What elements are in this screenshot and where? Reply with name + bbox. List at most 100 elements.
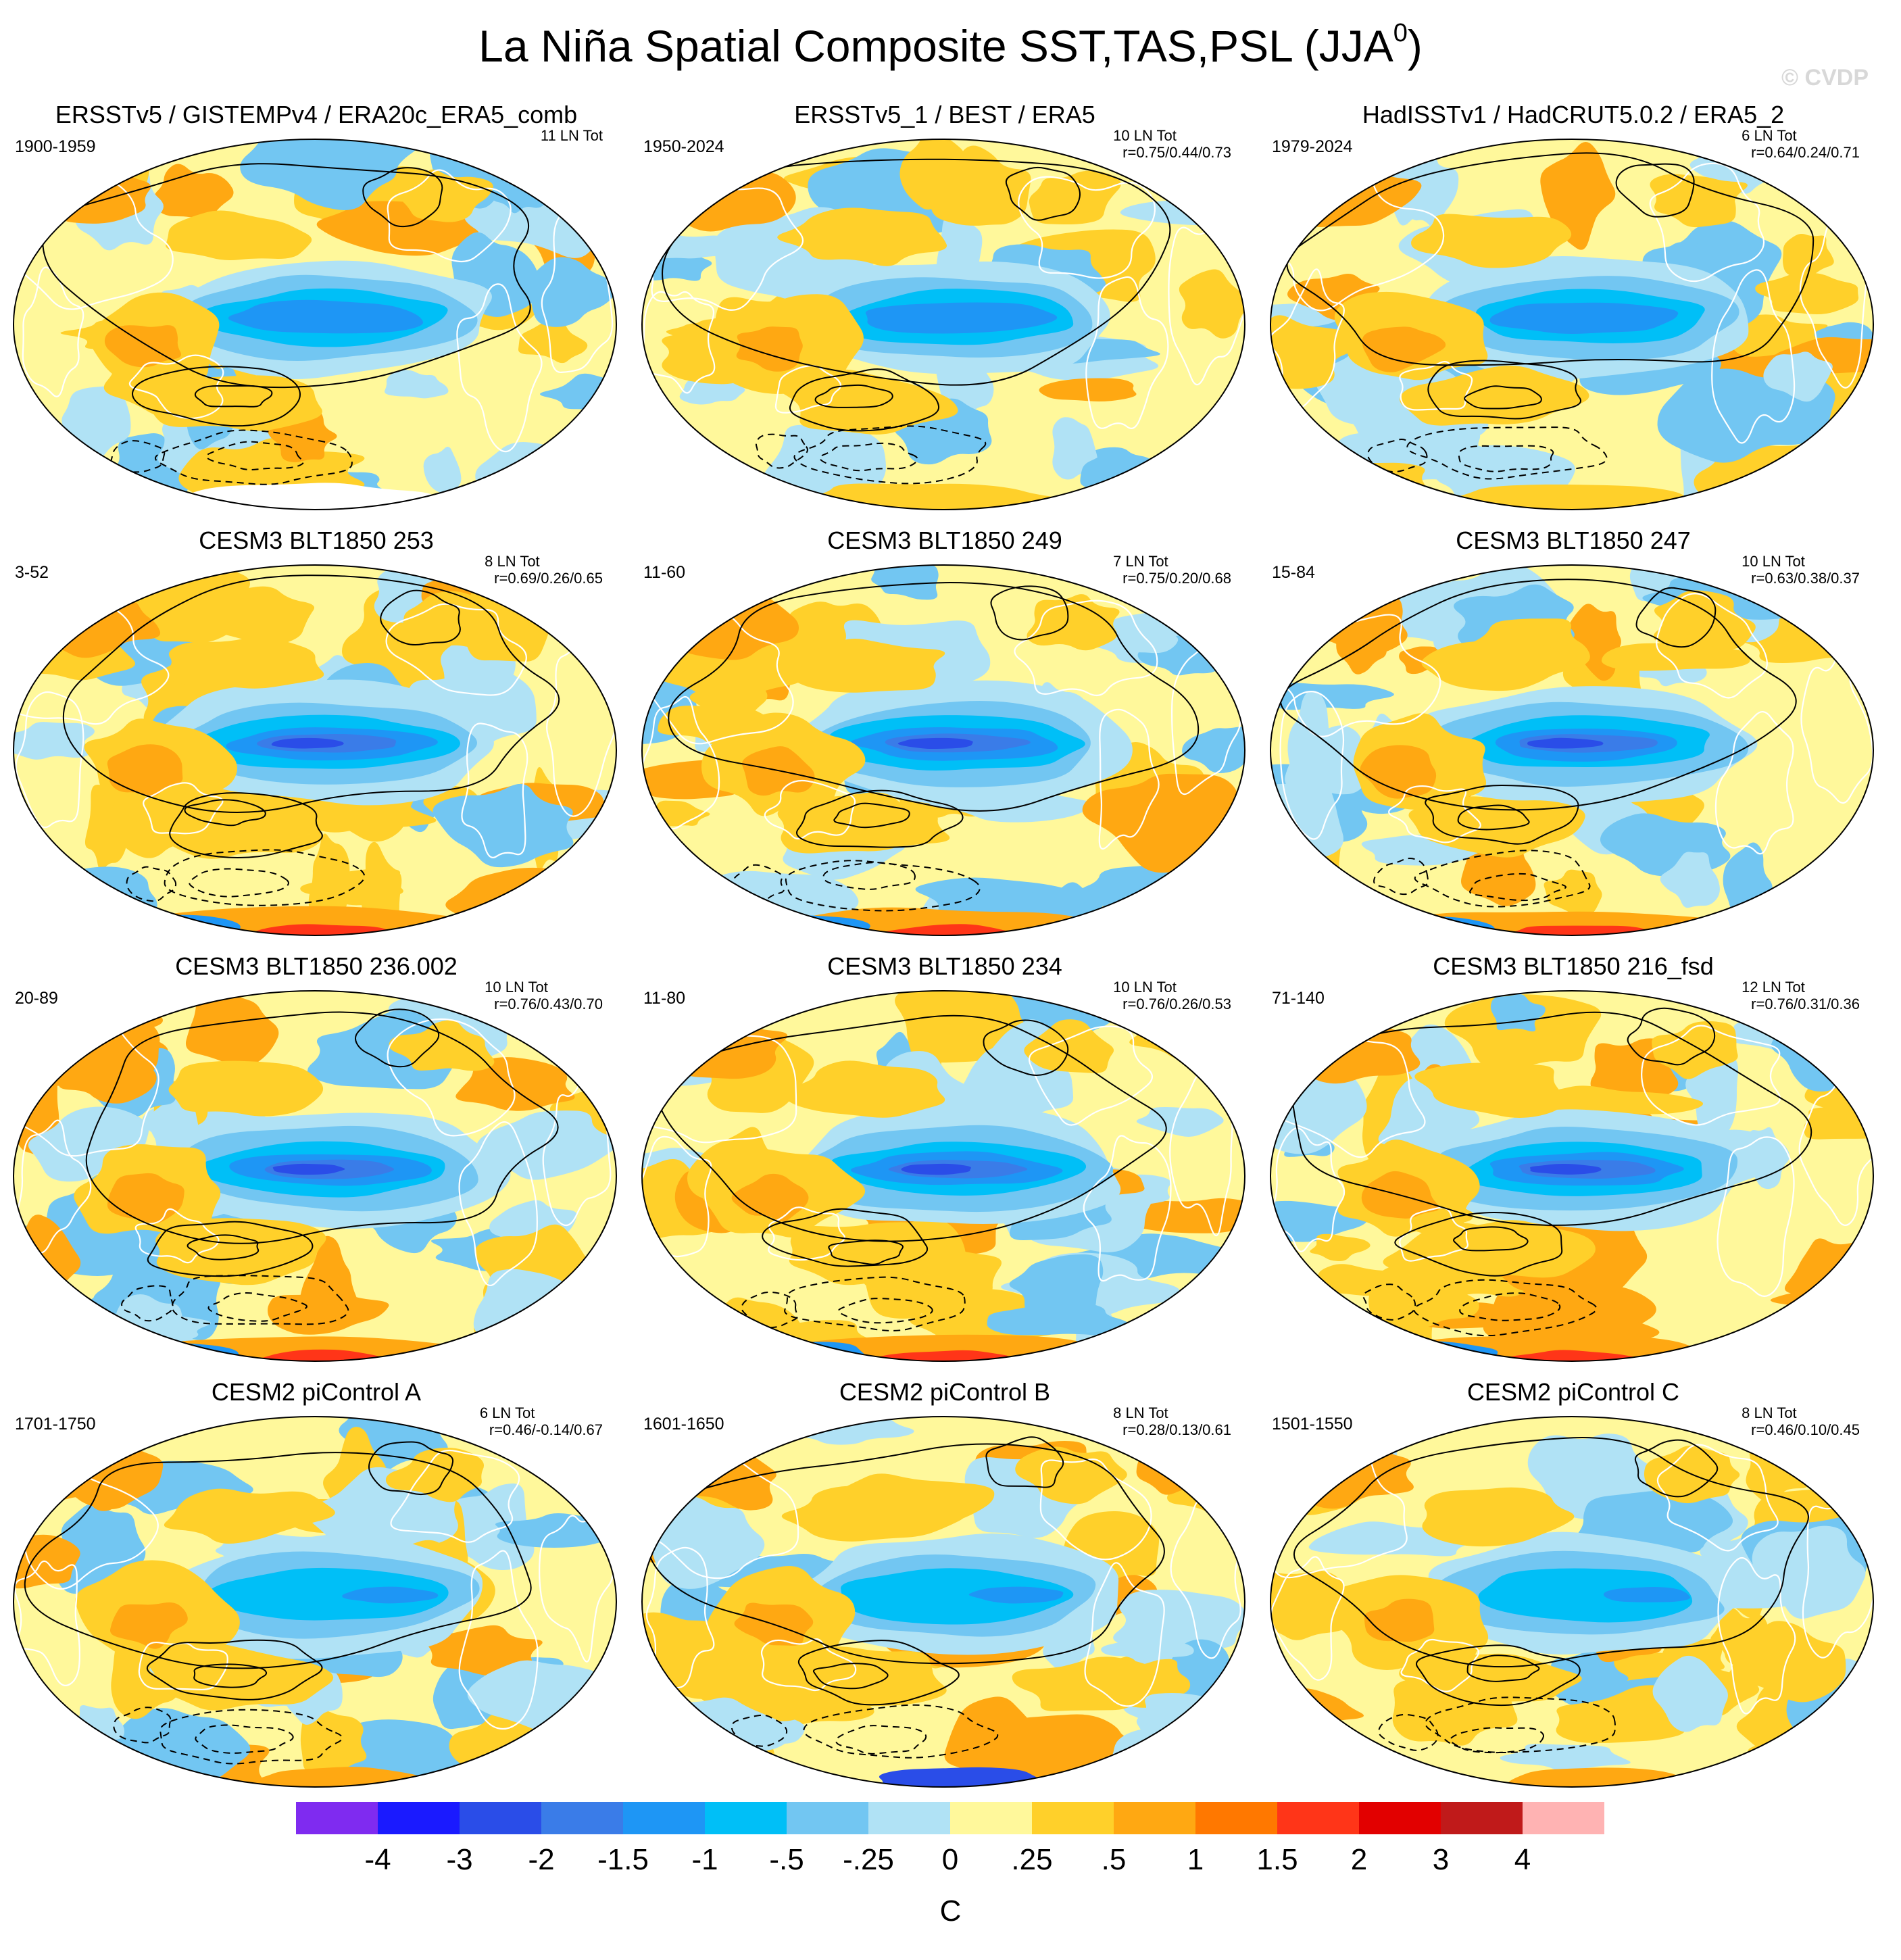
coastline	[1717, 1557, 1796, 1715]
colorbar-tick-label: -3	[446, 1843, 473, 1876]
antarctic-band	[1506, 1767, 1681, 1787]
panel-title: CESM3 BLT1850 234	[827, 952, 1062, 980]
map-border	[13, 139, 617, 510]
psl-contour-positive	[1464, 385, 1542, 410]
psl-contour-positive	[1280, 579, 1797, 811]
warm-pool-patch	[1362, 326, 1446, 372]
map-panel: CESM3 BLT1850 234 11-80 10 LN Tot r=0.76/0.…	[634, 952, 1256, 1362]
psl-contour-positive	[194, 385, 273, 408]
cool-anomaly-patch	[642, 453, 758, 510]
psl-contour-negative	[731, 1714, 788, 1747]
psl-contour-negative	[741, 1291, 799, 1329]
high-latitude-warm-patch	[26, 165, 151, 224]
map-panel: CESM3 BLT1850 216_fsd 71-140 12 LN Tot r=0.…	[1262, 952, 1884, 1362]
coastline	[1039, 1459, 1152, 1561]
coastline	[1399, 1206, 1468, 1262]
psl-contour-negative	[1450, 1727, 1545, 1754]
figure-title-superscript: 0	[1393, 19, 1408, 47]
panel-event-count: 10 LN Tot	[485, 979, 548, 996]
colorbar-unit-label: C	[939, 1894, 962, 1928]
cool-anomaly-patch	[332, 1719, 468, 1787]
coastline	[642, 695, 720, 830]
cool-anomaly-patch	[530, 257, 615, 327]
panel-title: CESM3 BLT1850 216_fsd	[1433, 952, 1714, 980]
warm-anomaly-patch	[1755, 272, 1859, 315]
colorbar-swatch	[1359, 1802, 1441, 1834]
map-panel: CESM2 piControl C 1501-1550 8 LN Tot r=0.46…	[1262, 1377, 1884, 1788]
coastline	[1083, 1135, 1172, 1282]
psl-contour-negative	[1378, 1713, 1439, 1751]
psl-contour-negative	[195, 1724, 294, 1754]
robinson-map	[641, 1416, 1245, 1788]
high-latitude-warm-patch	[400, 169, 493, 222]
cool-anomaly-patch	[1136, 1693, 1245, 1748]
coastline	[143, 782, 224, 835]
colorbar-tick-label: 2	[1350, 1843, 1368, 1876]
panel-stats: 6 LN Tot r=0.64/0.24/0.71	[1742, 127, 1860, 161]
psl-contour-negative	[1414, 850, 1591, 908]
map-field	[642, 991, 1245, 1361]
psl-contour-positive	[169, 792, 323, 858]
coastline	[1270, 1024, 1426, 1158]
cold-tongue-core	[901, 1163, 971, 1175]
panel-pattern-correlation: r=0.69/0.26/0.65	[494, 570, 603, 587]
psl-contour-positive	[193, 1663, 268, 1688]
cool-anomaly-patch	[37, 866, 157, 933]
map-field	[1270, 565, 1873, 935]
panel-event-count: 10 LN Tot	[1113, 979, 1177, 996]
coastline	[1399, 361, 1473, 411]
panel-stats: 7 LN Tot r=0.75/0.20/0.68	[1113, 553, 1231, 587]
psl-contour-positive	[187, 1234, 260, 1260]
panel-event-count: 8 LN Tot	[1742, 1404, 1797, 1421]
antarctic-warm-core	[871, 1350, 1018, 1361]
warm-arm-north	[1414, 1062, 1566, 1118]
cold-tongue-contour	[865, 302, 1058, 334]
colorbar-swatch	[1195, 1802, 1277, 1834]
map-border	[1270, 990, 1874, 1362]
psl-contour-positive	[1634, 1439, 1719, 1498]
psl-contour-negative	[113, 1707, 172, 1744]
cool-anomaly-patch	[644, 1496, 765, 1589]
colorbar-swatch	[378, 1802, 460, 1834]
cool-anomaly-patch	[1277, 1733, 1358, 1787]
high-latitude-warm-patch	[385, 1447, 485, 1502]
warm-pool-patch	[736, 326, 803, 372]
coastline	[1085, 276, 1169, 429]
map-panel: ERSSTv5 / GISTEMPv4 / ERA20c_ERA5_comb 19…	[5, 100, 627, 510]
panel-pattern-correlation: r=0.76/0.31/0.36	[1751, 996, 1860, 1012]
psl-contour-negative	[126, 866, 177, 902]
colorbar-swatch	[296, 1802, 378, 1834]
psl-contour-positive	[85, 1011, 559, 1244]
antarctic-band	[1429, 484, 1685, 510]
cool-anomaly-patch	[699, 569, 751, 599]
coastline	[1098, 708, 1160, 850]
warm-anomaly-patch	[1725, 1621, 1846, 1702]
warm-anomaly-patch	[14, 1534, 80, 1589]
warm-anomaly-patch	[1556, 1685, 1685, 1743]
panel-pattern-correlation: r=0.63/0.38/0.37	[1751, 570, 1860, 587]
coastline	[456, 283, 543, 453]
psl-contour-positive	[368, 1441, 454, 1496]
warm-anomaly-patch	[642, 874, 720, 935]
psl-contour-positive	[655, 1014, 1167, 1242]
psl-contour-positive	[146, 1639, 323, 1700]
warm-anomaly-patch	[650, 800, 710, 827]
panel-stats: 12 LN Tot r=0.76/0.31/0.36	[1742, 979, 1860, 1012]
warm-pool-patch	[107, 744, 183, 797]
map-panel: CESM2 piControl B 1601-1650 8 LN Tot r=0.28…	[634, 1377, 1256, 1788]
warm-anomaly-patch	[1274, 838, 1318, 903]
panel-stats: 10 LN Tot r=0.76/0.43/0.70	[485, 979, 603, 1012]
psl-contour-positive	[828, 1240, 904, 1265]
psl-contour-negative	[803, 1704, 999, 1759]
panel-title: CESM3 BLT1850 236.002	[175, 952, 458, 980]
psl-contour-positive	[42, 163, 531, 389]
map-panel: HadISSTv1 / HadCRUT5.0.2 / ERA5_2 1979-20…	[1262, 100, 1884, 510]
panel-event-count: 6 LN Tot	[479, 1404, 535, 1421]
warm-anomaly-patch	[1803, 1106, 1873, 1140]
psl-contour-negative	[784, 1276, 966, 1331]
psl-contour-positive	[762, 1208, 929, 1267]
warm-pool-patch	[104, 325, 181, 368]
coastline	[1270, 614, 1441, 737]
panel-years: 1950-2024	[643, 137, 724, 156]
panel-pattern-correlation: r=0.46/0.10/0.45	[1751, 1421, 1860, 1438]
